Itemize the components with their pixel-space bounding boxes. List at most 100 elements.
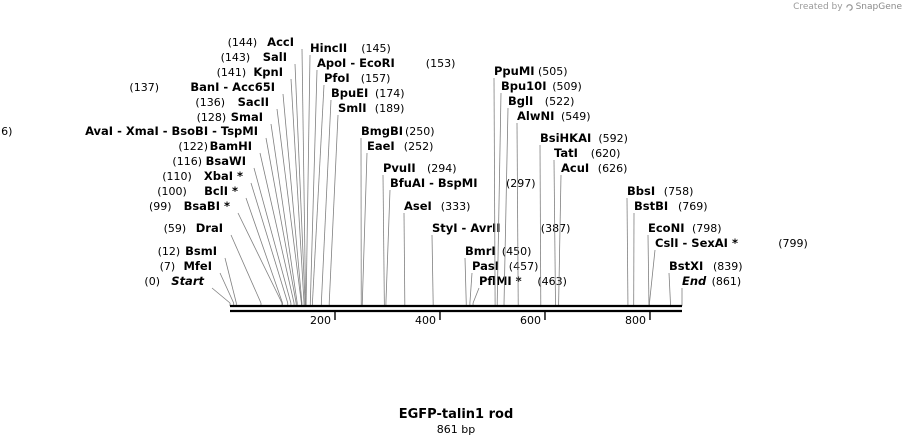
map-title: EGFP-talin1 rod <box>399 407 514 422</box>
site-bstbi[interactable]: BstBI (769) <box>633 199 708 306</box>
site-position-label: (549) <box>561 110 591 123</box>
site-pflmi[interactable]: PflMI * (463) <box>472 274 567 306</box>
site-name-label: BstXI <box>669 259 703 273</box>
site-position-label: (620) <box>591 147 621 160</box>
site-position-label: (7) <box>160 260 176 273</box>
site-avai-xmai-bsobi-tspmi[interactable]: AvaI - XmaI - BsoBI - TspMI (126) <box>0 124 297 306</box>
site-position-label: (839) <box>713 260 743 273</box>
site-name-label: PvuII <box>383 161 416 175</box>
site-leader-line <box>382 174 385 304</box>
site-name-label: XbaI * <box>204 169 243 183</box>
site-bbsi[interactable]: BbsI (758) <box>626 184 694 306</box>
site-name-label: BfuAI - BspMI <box>390 176 477 190</box>
site-acci[interactable]: AccI (144) <box>228 35 306 306</box>
site-bstxi[interactable]: BstXI (839) <box>668 259 743 306</box>
site-leader-line <box>647 234 650 304</box>
site-xbai[interactable]: XbaI * (110) <box>162 169 289 306</box>
site-ppumi[interactable]: PpuMI (505) <box>493 64 568 306</box>
site-mfei[interactable]: MfeI (7) <box>160 259 235 306</box>
site-position-label: (592) <box>598 132 628 145</box>
site-hincii[interactable]: HincII (145) <box>305 41 391 306</box>
site-leader-line <box>503 107 509 304</box>
ruler-tick-label: 600 <box>520 314 541 327</box>
site-bamhi[interactable]: BamHI(122) <box>178 139 295 306</box>
site-leader-line <box>211 287 231 304</box>
site-tati[interactable]: TatI (620) <box>553 146 621 306</box>
site-position-label: (99) <box>149 200 172 213</box>
site-alwni[interactable]: AlwNI (549) <box>516 109 591 306</box>
site-bcli[interactable]: BclI * (100) <box>157 184 283 306</box>
site-leader-line <box>626 197 629 304</box>
site-eaei[interactable]: EaeI (252) <box>361 139 434 306</box>
site-position-label: (100) <box>157 185 187 198</box>
site-start[interactable]: Start (0) <box>144 274 231 306</box>
created-by-credit: Created by SnapGene <box>793 2 902 12</box>
site-position-label: (252) <box>404 140 434 153</box>
site-position-label: (626) <box>598 162 628 175</box>
site-bpu10i[interactable]: Bpu10I (509) <box>496 79 582 306</box>
site-bpuei[interactable]: BpuEI (174) <box>320 86 405 306</box>
site-position-label: (758) <box>664 185 694 198</box>
site-drai[interactable]: DraI (59) <box>164 221 262 306</box>
site-end[interactable]: End (861) <box>681 274 742 306</box>
site-position-label: (137) <box>129 81 159 94</box>
site-position-label: (157) <box>361 72 391 85</box>
site-bsmi[interactable]: BsmI (12) <box>158 244 237 306</box>
site-leader-line <box>328 114 339 304</box>
site-name-label: BamHI <box>210 139 252 153</box>
site-leader-line <box>320 99 332 304</box>
site-kpni[interactable]: KpnI (141) <box>217 65 305 306</box>
site-bsawi[interactable]: BsaWI (116) <box>172 154 292 306</box>
site-name-label: BsmI <box>185 244 217 258</box>
site-leader-line <box>270 123 298 304</box>
site-leader-line <box>464 257 467 304</box>
site-leader-line <box>259 152 295 304</box>
site-bmgbi[interactable]: BmgBI (250) <box>360 124 435 306</box>
site-name-label: SalI <box>263 50 287 64</box>
site-leader-line <box>385 189 391 304</box>
site-position-label: (189) <box>375 102 405 115</box>
site-csli-sexai[interactable]: CslI - SexAI * (799) <box>649 236 808 306</box>
site-name-label: SmaI <box>231 110 263 124</box>
site-styi-avrii[interactable]: StyI - AvrII (387) <box>431 221 571 306</box>
site-apoi-ecori[interactable]: ApoI - EcoRI (153) <box>309 56 455 306</box>
site-sali[interactable]: SalI (143) <box>221 50 306 306</box>
site-asei[interactable]: AseI (333) <box>403 199 471 306</box>
site-leader-line <box>305 54 311 304</box>
site-name-label: PpuMI <box>494 64 535 78</box>
site-name-label: BsaWI <box>206 154 246 168</box>
site-smli[interactable]: SmlI (189) <box>328 101 405 306</box>
site-leader-line <box>403 212 406 304</box>
credit-prefix: Created by <box>793 2 843 12</box>
site-bmri[interactable]: BmrI (450) <box>464 244 532 306</box>
site-acui[interactable]: AcuI (626) <box>558 161 628 306</box>
site-name-label: BstBI <box>634 199 668 213</box>
site-name-label: MfeI <box>183 259 212 273</box>
site-leader-line <box>469 272 473 304</box>
site-econi[interactable]: EcoNI (798) <box>647 221 722 306</box>
site-position-label: (12) <box>158 245 181 258</box>
site-bsabi[interactable]: BsaBI * (99) <box>149 199 283 306</box>
site-position-label: (128) <box>197 111 227 124</box>
site-bsihkai[interactable]: BsiHKAI (592) <box>539 131 628 306</box>
site-pvuii[interactable]: PvuII (294) <box>382 161 457 306</box>
site-position-label: (861) <box>712 275 742 288</box>
map-length-label: 861 bp <box>437 423 475 436</box>
site-position-label: (798) <box>692 222 722 235</box>
site-name-label: AseI <box>404 199 432 213</box>
site-leader-line <box>290 78 305 304</box>
site-bgli[interactable]: BglI (522) <box>503 94 574 306</box>
site-bfuai-bspmi[interactable]: BfuAI - BspMI (297) <box>385 176 536 306</box>
site-position-label: (116) <box>172 155 202 168</box>
site-smai[interactable]: SmaI (128) <box>197 110 298 306</box>
site-position-label: (450) <box>502 245 532 258</box>
site-bani-acc65i[interactable]: BanI - Acc65I (137) <box>129 80 303 306</box>
site-position-label: (387) <box>541 222 571 235</box>
credit-brand: SnapGene <box>855 2 902 12</box>
site-pfoi[interactable]: PfoI (157) <box>312 71 390 306</box>
site-position-label: (143) <box>221 51 251 64</box>
site-leader-line <box>245 197 283 304</box>
site-pasi[interactable]: PasI (457) <box>469 259 538 306</box>
site-position-label: (333) <box>441 200 471 213</box>
site-sacii[interactable]: SacII (136) <box>195 95 302 306</box>
